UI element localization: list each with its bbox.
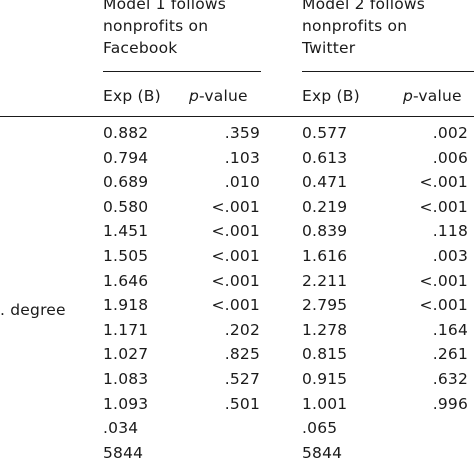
m2-exp-cell: 0.219 [302, 197, 348, 216]
m2-exp-col-header: Exp (B) [302, 87, 360, 105]
m2-p-cell: .118 [432, 222, 468, 241]
model1-header-line: Facebook [103, 39, 178, 57]
m1-p-cell: <.001 [211, 296, 260, 315]
m2-exp-cell: 2.795 [302, 296, 348, 315]
m2-exp-cell: 0.577 [302, 124, 348, 142]
model1-header-rule [103, 71, 261, 72]
m1-p-col-header: p-value [189, 87, 248, 105]
m1-exp-cell: 1.918 [103, 296, 149, 315]
m2-exp-cell: 2.211 [302, 271, 348, 290]
m2-p-cell: .996 [432, 394, 468, 413]
m1-exp-cell: .034 [103, 419, 139, 438]
model1-header-line: nonprofits on [103, 17, 209, 35]
m2-p-cell: .003 [432, 247, 468, 265]
m1-p-cell: .103 [224, 148, 260, 167]
m1-exp-cell: 1.505 [103, 247, 149, 265]
m1-p-cell: .501 [224, 394, 260, 413]
p-italic: p [403, 87, 414, 105]
m1-exp-cell: 1.093 [103, 394, 149, 413]
m2-exp-cell: 1.278 [302, 320, 348, 339]
model2-header-line: Model 2 follows [302, 0, 426, 13]
m1-exp-cell: 0.580 [103, 197, 149, 216]
m1-p-cell: .527 [224, 370, 260, 388]
model2-header-line: Twitter [302, 39, 356, 57]
model2-header-line: nonprofits on [302, 17, 408, 35]
m2-p-cell: <.001 [419, 197, 468, 216]
m2-p-cell: <.001 [419, 271, 468, 290]
model2-header: Model 2 follows nonprofits on Twitter [302, 0, 425, 59]
p-italic: p [189, 87, 200, 105]
row-label-degree: . degree [0, 301, 66, 319]
m1-exp-cell: 1.171 [103, 320, 149, 339]
m1-p-cell: <.001 [211, 271, 260, 290]
m1-exp-cell: 0.794 [103, 148, 149, 167]
m2-p-cell: .632 [432, 370, 468, 388]
m1-p-cell: .010 [224, 173, 260, 192]
m2-exp-cell: 0.839 [302, 222, 348, 241]
m1-p-cell: .202 [224, 320, 260, 339]
m2-p-cell: .006 [432, 148, 468, 167]
m1-exp-cell: 1.083 [103, 370, 149, 388]
m1-exp-cell: 5844 [103, 443, 144, 462]
m2-p-cell: <.001 [419, 173, 468, 192]
m2-exp-cell: 1.616 [302, 247, 348, 265]
model1-header-line: Model 1 follows [103, 0, 227, 13]
m1-p-cell: <.001 [211, 197, 260, 216]
m1-p-cell: .825 [224, 345, 260, 364]
column-header-rule [0, 116, 474, 117]
m2-p-cell: .261 [432, 345, 468, 364]
m1-exp-cell: 1.451 [103, 222, 149, 241]
m1-p-cell: .359 [224, 124, 260, 142]
m2-p-cell: .164 [432, 320, 468, 339]
m2-exp-cell: 5844 [302, 443, 343, 462]
m1-exp-col-header: Exp (B) [103, 87, 161, 105]
m2-p-cell: .002 [432, 124, 468, 142]
m2-p-col-header: p-value [403, 87, 462, 105]
p-value-suffix: -value [413, 87, 462, 105]
m1-exp-cell: 1.027 [103, 345, 149, 364]
m1-exp-cell: 0.689 [103, 173, 149, 192]
m1-p-cell: <.001 [211, 222, 260, 241]
m1-exp-cell: 1.646 [103, 271, 149, 290]
m2-exp-cell: 0.471 [302, 173, 348, 192]
model1-header: Model 1 follows nonprofits on Facebook [103, 0, 226, 59]
m1-exp-cell: 0.882 [103, 124, 149, 142]
m2-exp-cell: 1.001 [302, 394, 348, 413]
p-value-suffix: -value [199, 87, 248, 105]
m2-exp-cell: 0.613 [302, 148, 348, 167]
m1-p-cell: <.001 [211, 247, 260, 265]
m2-exp-cell: .065 [302, 419, 338, 438]
model2-header-rule [302, 71, 474, 72]
m2-exp-cell: 0.915 [302, 370, 348, 388]
m2-p-cell: <.001 [419, 296, 468, 315]
m2-exp-cell: 0.815 [302, 345, 348, 364]
